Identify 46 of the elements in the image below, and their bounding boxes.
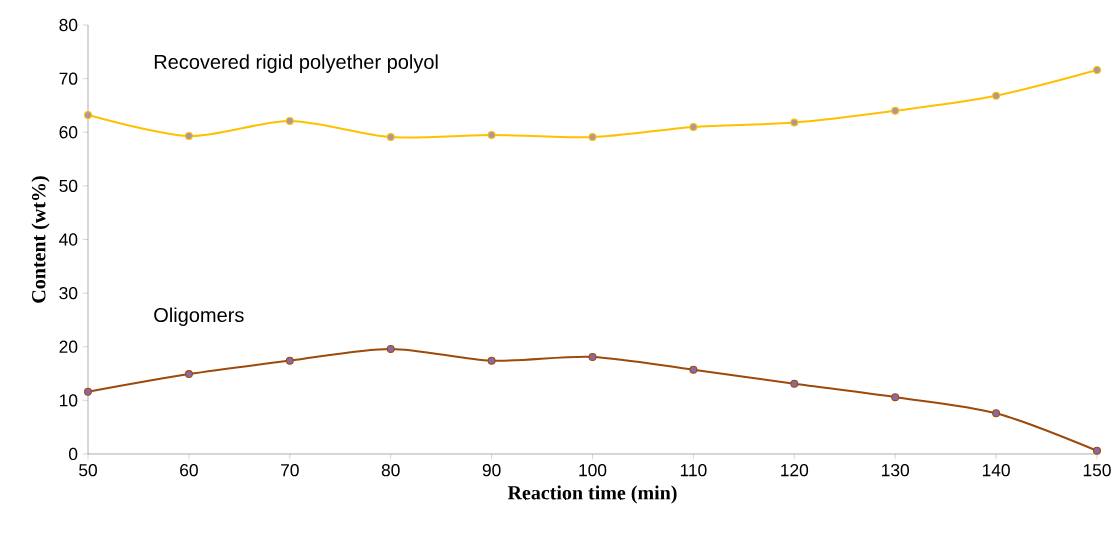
point (386, 344, 395, 353)
point (487, 356, 496, 365)
y-tick-label: 50 (59, 179, 78, 192)
x-tick-label: 140 (982, 464, 1010, 477)
point (84, 111, 93, 120)
point (184, 370, 193, 379)
point (891, 106, 900, 115)
point (1092, 66, 1102, 75)
y-axis-title: Content (wt%) (31, 176, 50, 303)
point (588, 133, 597, 142)
y-tick-label: 70 (59, 72, 78, 85)
point (992, 409, 1001, 418)
x-tick-label: 90 (482, 464, 501, 477)
point (487, 130, 496, 139)
x-tick-label: 80 (381, 464, 400, 477)
text: Oligomers (154, 307, 244, 327)
point (790, 379, 799, 388)
point (689, 365, 698, 374)
x-tick-label: 110 (680, 464, 707, 477)
point (992, 91, 1001, 100)
x-tick-label: 50 (79, 464, 97, 477)
y-tick-label: 40 (59, 233, 78, 246)
point (285, 116, 294, 125)
x-tick-label: 70 (281, 464, 299, 477)
y-tick-label: 0 (69, 447, 78, 461)
x-tick-label: 130 (882, 464, 909, 477)
point (790, 118, 799, 127)
point (184, 131, 193, 141)
point (588, 352, 597, 361)
x-tick-label: 60 (180, 464, 198, 477)
y-tick-label: 30 (59, 286, 78, 300)
point (285, 356, 294, 365)
text: Recovered rigid polyether polyol (154, 54, 438, 73)
x-tick-label: 120 (781, 464, 809, 477)
x-axis-title: Reaction time (min) (507, 485, 677, 504)
y-tick-label: 60 (59, 126, 78, 139)
x-tick-label: 100 (579, 464, 607, 477)
y-tick-label: 80 (59, 18, 78, 32)
point (386, 133, 395, 142)
point (84, 387, 93, 396)
point (689, 122, 698, 131)
point (1092, 446, 1102, 455)
y-tick-label: 10 (60, 394, 78, 407)
y-tick-label: 20 (59, 340, 78, 353)
x-tick-label: 150 (1083, 464, 1111, 477)
point (891, 393, 900, 402)
